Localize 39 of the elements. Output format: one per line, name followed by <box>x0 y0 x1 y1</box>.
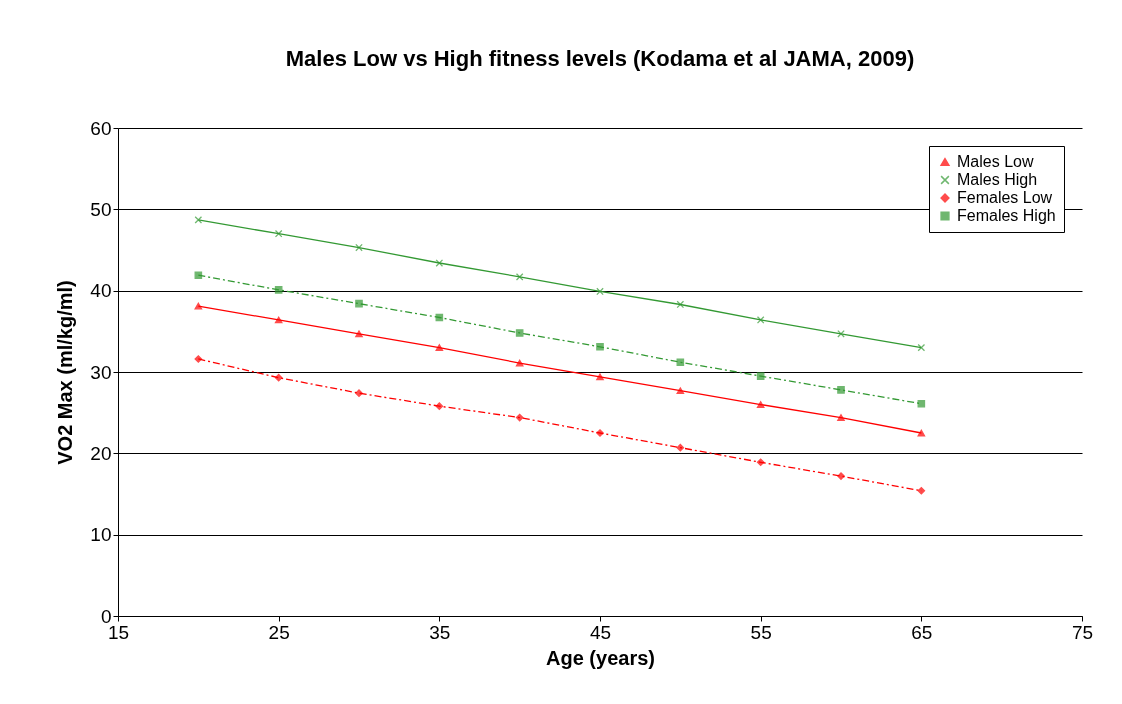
point <box>917 399 926 408</box>
point <box>756 401 765 408</box>
y-axis-title: VO2 Max (ml/kg/ml) <box>54 280 77 465</box>
point <box>194 302 203 310</box>
point <box>515 413 524 422</box>
point <box>596 429 604 437</box>
point <box>676 300 685 309</box>
y-tick-label: 10 <box>90 524 112 546</box>
point <box>596 342 604 351</box>
y-tick-label: 0 <box>100 605 112 627</box>
x-tick-label: 65 <box>911 621 933 643</box>
y-tick-label: 40 <box>90 280 112 302</box>
legend-label: Females High <box>957 207 1056 224</box>
point <box>676 358 685 367</box>
point <box>274 373 283 382</box>
point <box>274 286 283 294</box>
point <box>756 458 765 467</box>
legend-label: Males High <box>957 171 1038 188</box>
point <box>917 429 926 437</box>
y-tick-label: 50 <box>90 198 112 220</box>
chart-title: Males Low vs High fitness levels (Kodama et al JAMA, 2009) <box>285 46 915 71</box>
x-tick-label: 25 <box>268 621 290 643</box>
point <box>194 271 203 280</box>
legend-label: Males Low <box>957 153 1034 170</box>
point <box>837 386 845 394</box>
point <box>837 414 845 421</box>
point <box>676 443 685 452</box>
x-tick-label: 55 <box>750 621 772 643</box>
point <box>917 486 926 495</box>
y-tick-label: 20 <box>90 442 112 464</box>
x-tick-label: 45 <box>589 621 612 643</box>
legend-label: Females Low <box>957 189 1053 206</box>
x-tick-label: 75 <box>1071 621 1094 643</box>
x-axis-title: Age (years) <box>546 646 655 669</box>
point <box>515 329 524 337</box>
y-tick-label: 30 <box>90 361 112 383</box>
point <box>355 299 363 308</box>
x-tick-label: 35 <box>429 621 451 643</box>
y-tick-label: 60 <box>90 117 112 139</box>
